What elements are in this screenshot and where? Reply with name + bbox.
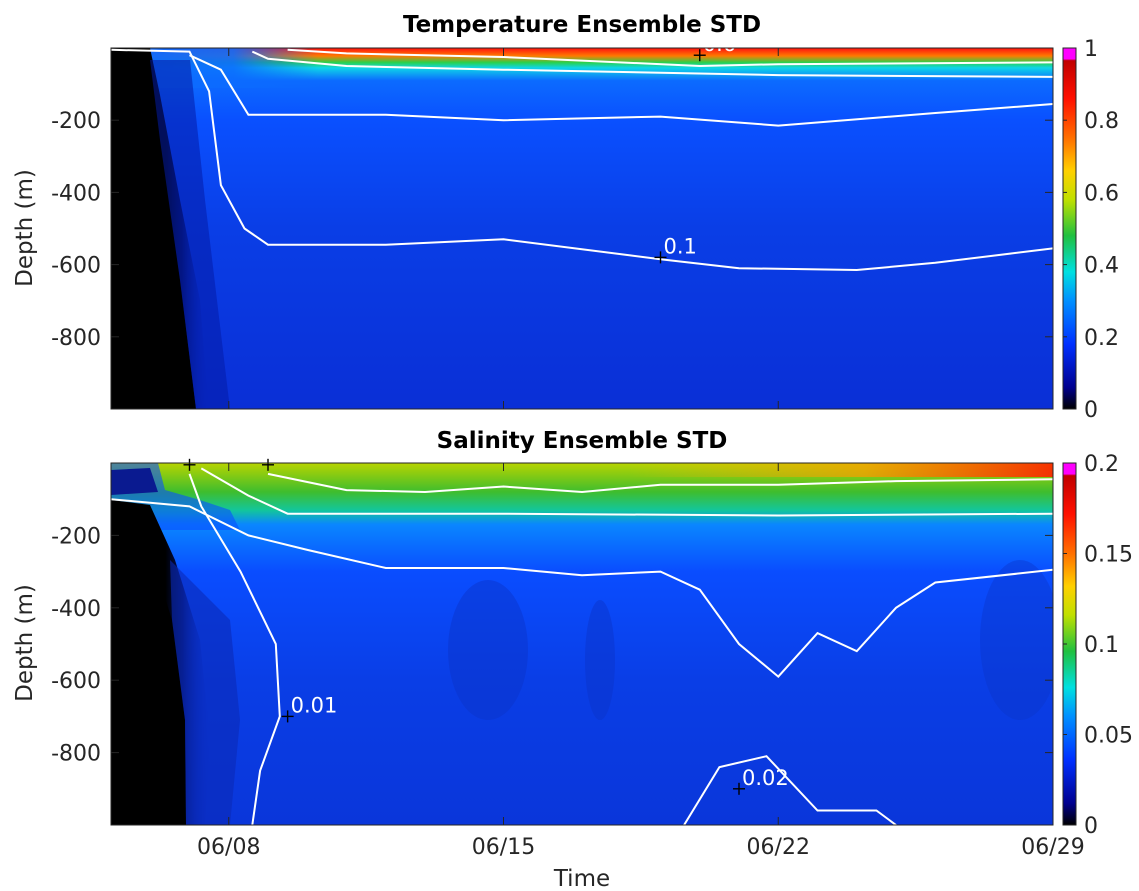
colorbar-tick-label: 0.2 bbox=[1084, 452, 1119, 477]
colorbar bbox=[1063, 48, 1076, 409]
contour-line-0_01 bbox=[188, 473, 281, 825]
contour-lines bbox=[111, 48, 1053, 272]
y-axis: -200 -400 -600 -800 bbox=[51, 48, 1054, 409]
chart-title: Temperature Ensemble STD bbox=[403, 12, 761, 38]
contour-label-marker bbox=[654, 251, 667, 264]
colorbar-tick-label: 0 bbox=[1084, 814, 1098, 839]
x-tick-label: 06/22 bbox=[747, 835, 810, 860]
x-axis: 06/08 06/15 06/22 06/29 bbox=[197, 463, 1085, 860]
contour-label-marker bbox=[281, 710, 294, 723]
contour-line-0_02 bbox=[111, 498, 1053, 678]
contour-label-marker bbox=[693, 49, 706, 62]
colorbar-tick-label: 0.05 bbox=[1084, 724, 1133, 749]
plot-frame bbox=[110, 462, 1054, 826]
contour-lines bbox=[111, 467, 1053, 825]
contour-label: 0.6 bbox=[703, 32, 736, 56]
y-axis-label: Depth (m) bbox=[12, 584, 38, 702]
y-axis-label: Depth (m) bbox=[12, 169, 38, 287]
plot-frame bbox=[110, 47, 1054, 410]
contour-label: 0.01 bbox=[291, 693, 338, 717]
contour-line-0_6 bbox=[287, 48, 1053, 68]
y-tick-label: -200 bbox=[51, 524, 101, 549]
salinity-panel: Salinity Ensemble STD 0.02 0.1 0.01 0.02 -2… bbox=[12, 428, 1133, 891]
contour-line-0_2 bbox=[189, 54, 1053, 127]
colorbar-frame bbox=[1062, 47, 1077, 410]
y-tick-label: -400 bbox=[51, 597, 101, 622]
contour-label: 0.1 bbox=[271, 442, 304, 466]
colorbar-tick-label: 0.1 bbox=[1084, 633, 1119, 658]
y-tick-label: -600 bbox=[51, 669, 101, 694]
chart-title: Salinity Ensemble STD bbox=[437, 428, 728, 454]
contour-labels: 0.1 0.6 bbox=[654, 32, 736, 264]
contour-line-0_05 bbox=[200, 467, 1053, 517]
contour-label-marker bbox=[733, 782, 745, 795]
colorbar-tick-label: 0.4 bbox=[1084, 254, 1119, 279]
x-tick-label: 06/29 bbox=[1021, 835, 1084, 860]
y-tick-label: -800 bbox=[51, 326, 101, 351]
heatmap-field bbox=[111, 48, 1053, 409]
colorbar-tick-label: 0.6 bbox=[1084, 181, 1119, 206]
contour-label-marker bbox=[183, 458, 196, 471]
x-tick-label: 06/15 bbox=[472, 835, 535, 860]
y-tick-label: -800 bbox=[51, 742, 101, 767]
contour-label-marker bbox=[262, 458, 274, 471]
contour-label: 0.02 bbox=[193, 442, 240, 466]
colorbar-tick-label: 0.15 bbox=[1084, 543, 1133, 568]
contour-label: 0.1 bbox=[664, 234, 697, 258]
contour-line-0_1 bbox=[111, 48, 1053, 272]
contour-line-0_1 bbox=[267, 472, 1053, 494]
colorbar-tick-label: 0.2 bbox=[1084, 326, 1119, 351]
colorbar-tick-label: 0.8 bbox=[1084, 109, 1119, 134]
contour-label: 0.02 bbox=[742, 766, 789, 790]
y-tick-label: -200 bbox=[51, 109, 101, 134]
colorbar-ticks: 0 0.05 0.1 0.15 0.2 bbox=[1063, 452, 1133, 839]
x-axis-label: Time bbox=[553, 866, 610, 891]
y-tick-label: -600 bbox=[51, 254, 101, 279]
colorbar-tick-label: 0 bbox=[1084, 398, 1098, 423]
contour-line-0_02 bbox=[683, 755, 897, 825]
heatmap-field bbox=[111, 463, 1053, 825]
contour-line-0_4 bbox=[251, 50, 1053, 78]
colorbar-tick-label: 1 bbox=[1084, 37, 1098, 62]
y-tick-label: -400 bbox=[51, 181, 101, 206]
temperature-panel: Temperature Ensemble STD 0.1 0.6 -200 -400… bbox=[12, 12, 1119, 423]
x-tick-label: 06/08 bbox=[197, 835, 260, 860]
colorbar-ticks: 0 0.2 0.4 0.6 0.8 1 bbox=[1063, 37, 1119, 423]
y-axis: -200 -400 -600 -800 bbox=[51, 524, 1053, 767]
contour-labels: 0.02 0.1 0.01 0.02 bbox=[183, 442, 789, 795]
